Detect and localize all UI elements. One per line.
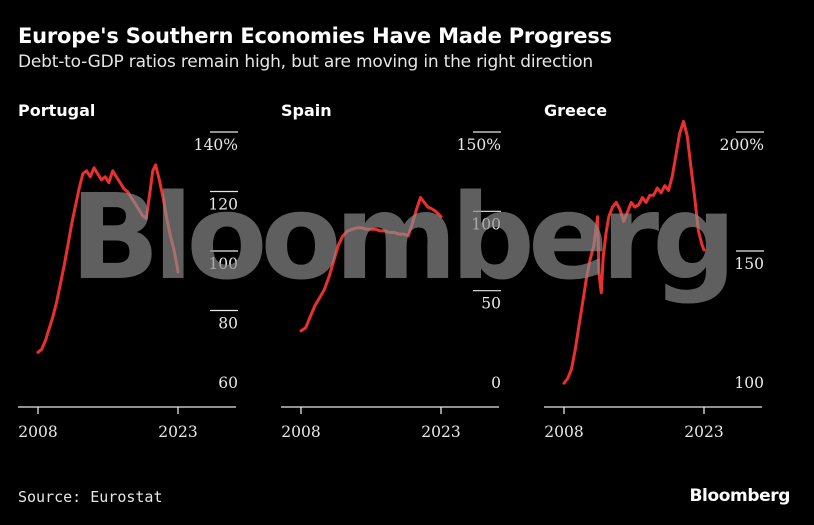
y-tick-label: 140% <box>194 136 238 154</box>
y-tick-label: 80 <box>218 315 238 333</box>
series-line <box>562 119 706 385</box>
y-tick-label: 200% <box>720 136 764 154</box>
series-line <box>299 196 443 333</box>
panel-title-greece: Greece <box>544 101 608 120</box>
panel-title-portugal: Portugal <box>18 101 96 120</box>
y-tick-label: 150% <box>457 136 501 154</box>
y-tick-label: 50 <box>481 295 501 313</box>
series-line <box>36 163 180 354</box>
x-tick-label: 2023 <box>421 423 460 441</box>
y-tick-label: 100 <box>208 255 238 273</box>
source-note: Source: Eurostat <box>18 488 163 506</box>
x-tick-label: 2008 <box>18 423 57 441</box>
y-tick-label: 0 <box>491 374 501 392</box>
y-tick-label: 150 <box>734 255 764 273</box>
chart-subtitle: Debt-to-GDP ratios remain high, but are … <box>18 52 593 72</box>
chart-title: Europe's Southern Economies Have Made Pr… <box>18 24 612 48</box>
y-tick-label: 100 <box>734 374 764 392</box>
panel-title-spain: Spain <box>281 101 332 120</box>
spain-chart: 150% 100 50 0 2008 2023 <box>281 131 501 441</box>
bloomberg-logo: Bloomberg <box>689 486 790 506</box>
greece-chart: 200% 150 100 2008 2023 <box>544 119 764 441</box>
portugal-chart: 140% 120 100 80 60 2008 2023 <box>18 131 238 441</box>
x-tick-label: 2008 <box>281 423 320 441</box>
x-tick-label: 2023 <box>158 423 197 441</box>
y-tick-label: 120 <box>208 196 238 214</box>
x-tick-label: 2008 <box>544 423 583 441</box>
x-tick-label: 2023 <box>684 423 723 441</box>
y-tick-label: 100 <box>471 215 501 233</box>
y-tick-label: 60 <box>218 374 238 392</box>
bloomberg-watermark: Bloomberg <box>70 168 737 306</box>
